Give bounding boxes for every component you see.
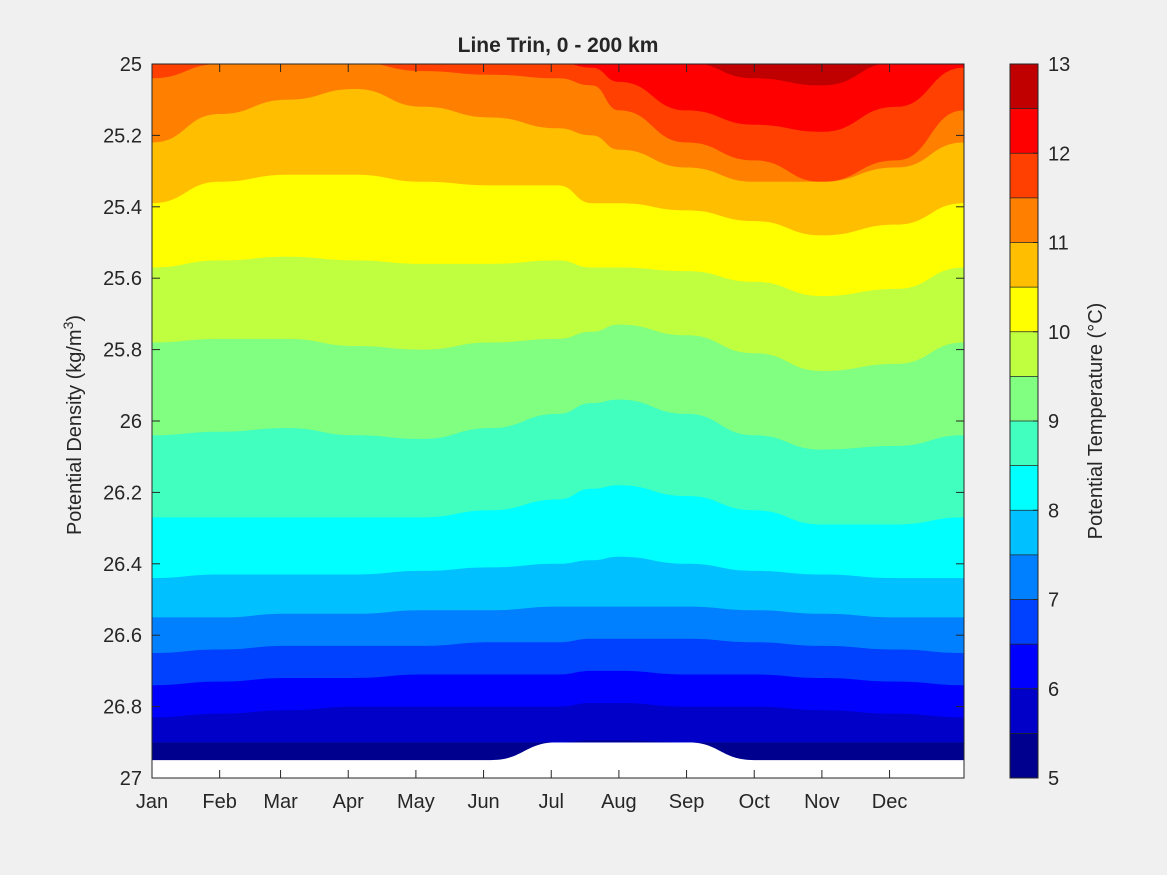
y-tick-label: 25.4 [103,197,142,219]
y-axis: 25 25.2 25.4 25.6 25.8 26 26.2 26.4 26.6 26.8 27 [103,54,964,790]
x-tick-label: Oct [739,791,771,813]
y-tick-label: 26.4 [103,554,142,576]
y-tick-label: 26.6 [103,625,142,647]
y-tick-label: 26 [120,411,142,433]
x-tick-label: Dec [872,791,908,813]
contour-plot-area [151,63,965,779]
colorbar-segment [1010,510,1038,555]
colorbar-tick-label: 13 [1048,54,1070,76]
colorbar-segment [1010,108,1038,154]
y-tick-label: 25.6 [103,268,142,290]
chart-title: Line Trin, 0 - 200 km [458,34,659,57]
y-axis-label-close: ) [64,315,86,322]
x-tick-label: Feb [202,791,236,813]
contour-band-5-5 [152,703,964,743]
x-tick-label: Jun [467,791,499,813]
x-axis: Jan Feb Mar Apr May Jun Jul Aug Sep Oct Nov Dec [136,64,907,813]
x-tick-label: Nov [804,791,840,813]
x-tick-label: Jul [538,791,564,813]
colorbar-tick-label: 5 [1048,768,1059,790]
y-tick-label: 26.2 [103,482,142,504]
colorbar-segment [1010,331,1038,377]
colorbar-tick-label: 12 [1048,143,1070,165]
colorbar-segment [1010,376,1038,421]
x-tick-label: Apr [333,791,364,813]
colorbar-segment [1010,465,1038,511]
colorbar-segment [1010,287,1038,332]
x-tick-label: Sep [669,791,705,813]
y-axis-label: Potential Density (kg/m3) [60,315,86,535]
colorbar-segment [1010,554,1038,600]
x-tick-label: Aug [601,791,637,813]
colorbar-segment [1010,688,1038,734]
contour-bands [152,64,964,761]
colorbar-tick-label: 7 [1048,590,1059,612]
y-tick-label: 25.2 [103,125,142,147]
colorbar-segment [1010,197,1038,243]
x-tick-label: Mar [263,791,298,813]
colorbar-segment [1010,64,1038,109]
y-tick-label: 25 [120,54,142,76]
contour-band-5 [152,740,964,761]
colorbar-segment [1010,153,1038,198]
colorbar-segment [1010,242,1038,288]
colorbar-segment [1010,644,1038,689]
colorbar-label: Potential Temperature (°C) [1085,303,1107,540]
y-axis-label-superscript: 3 [60,321,76,329]
colorbar-tick-label: 6 [1048,679,1059,701]
y-axis-label-main: Potential Density (kg/m [64,329,86,535]
y-tick-label: 25.8 [103,340,142,362]
colorbar-tick-label: 9 [1048,411,1059,433]
colorbar-tick-label: 8 [1048,500,1059,522]
colorbar-segment [1010,599,1038,645]
colorbar-tick-label: 11 [1048,233,1069,255]
colorbar-segment [1010,733,1038,778]
y-tick-label: 27 [120,768,142,790]
y-tick-label: 26.8 [103,697,142,719]
colorbar-segment [1010,421,1038,466]
colorbar: 5 6 7 8 9 10 11 12 13 [1009,54,1070,790]
x-tick-label: May [397,791,435,813]
x-tick-label: Jan [136,791,168,813]
colorbar-tick-label: 10 [1048,322,1070,344]
